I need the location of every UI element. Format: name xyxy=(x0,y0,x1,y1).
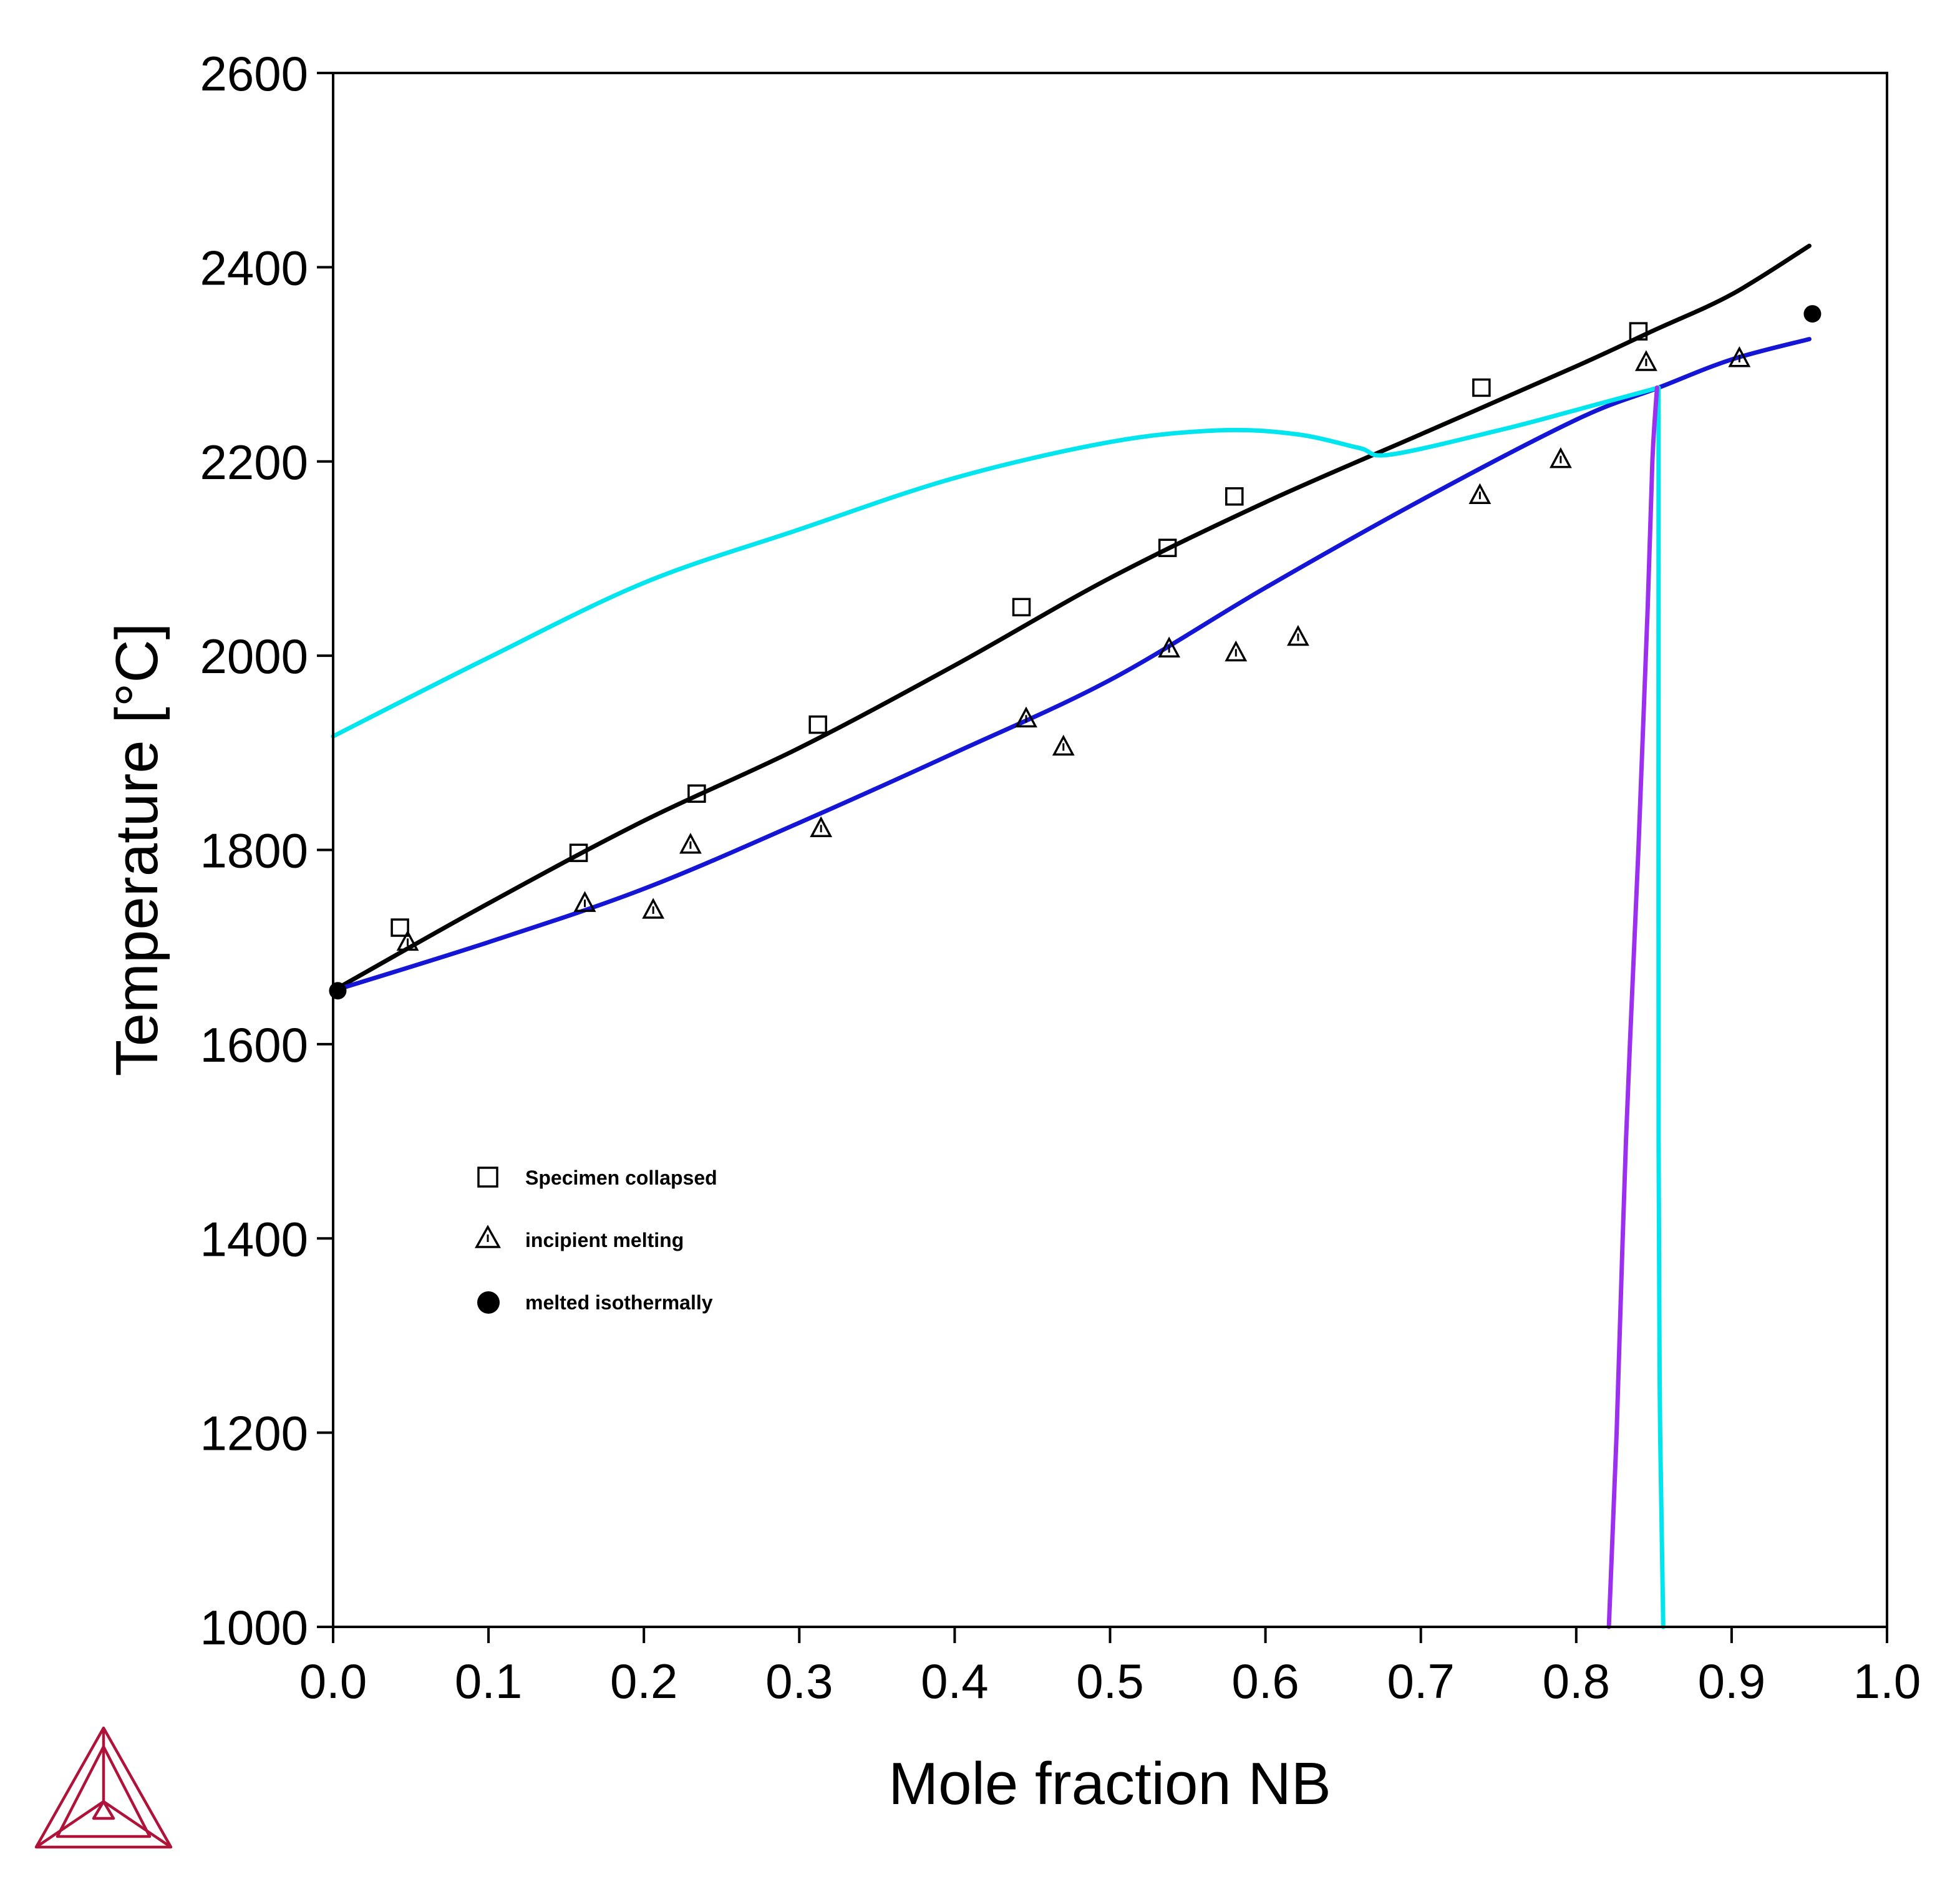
axis-ticks xyxy=(317,72,1888,1643)
curve-blue-curve xyxy=(331,337,1812,993)
y-tick-label: 1800 xyxy=(200,823,308,878)
triangle-marker xyxy=(1549,447,1572,468)
curve-cyan-curve xyxy=(1656,385,1666,1629)
thermo-calc-logo xyxy=(34,1726,173,1849)
y-tick-label: 1600 xyxy=(200,1017,308,1072)
triangle-marker xyxy=(1468,483,1492,504)
square-marker xyxy=(687,784,706,803)
x-tick-label: 1.0 xyxy=(1853,1654,1921,1709)
curve-black-curve xyxy=(331,243,1812,993)
x-tick-label: 0.7 xyxy=(1387,1654,1454,1709)
chart-markers xyxy=(329,305,1822,1000)
x-tick-label: 0.4 xyxy=(921,1654,988,1709)
y-tick-label: 1400 xyxy=(200,1211,308,1266)
triangle-marker xyxy=(1052,734,1075,756)
square-marker xyxy=(1012,598,1031,617)
y-tick-label: 2600 xyxy=(200,46,308,101)
triangle-marker xyxy=(1158,636,1181,657)
triangle-marker xyxy=(573,891,596,912)
x-tick-labels: 0.0 0.1 0.2 0.3 0.4 0.5 0.6 0.7 0.8 0.9 1.0 xyxy=(299,1654,1921,1709)
x-tick-label: 0.5 xyxy=(1076,1654,1143,1709)
legend-label-specimen-collapsed: Specimen collapsed xyxy=(525,1167,717,1189)
legend-square-marker xyxy=(477,1167,498,1188)
legend-label-incipient-melting: incipient melting xyxy=(525,1229,684,1251)
triangle-marker xyxy=(679,833,702,854)
x-tick-label: 0.6 xyxy=(1231,1654,1299,1709)
circle-marker xyxy=(329,982,347,1000)
curve-cyan-curve xyxy=(331,385,1661,739)
triangle-marker xyxy=(642,898,665,919)
curve-purple-curve xyxy=(1606,385,1659,1629)
x-tick-label: 0.9 xyxy=(1698,1654,1765,1709)
legend-triangle-marker xyxy=(475,1225,501,1248)
legend-circle-marker xyxy=(477,1291,500,1314)
triangle-marker xyxy=(810,816,833,837)
x-tick-label: 0.2 xyxy=(610,1654,677,1709)
square-marker xyxy=(569,843,588,862)
legend-label-melted-isothermally: melted isothermally xyxy=(525,1291,713,1314)
y-tick-label: 1200 xyxy=(200,1406,308,1461)
y-tick-label: 2000 xyxy=(200,629,308,684)
x-tick-label: 0.3 xyxy=(765,1654,833,1709)
x-tick-label: 0.8 xyxy=(1543,1654,1610,1709)
plot-frame xyxy=(332,72,1888,1628)
y-tick-label: 1000 xyxy=(200,1600,308,1655)
triangle-marker xyxy=(396,929,419,951)
triangle-marker xyxy=(1728,346,1751,367)
triangle-marker xyxy=(1225,640,1248,662)
square-marker xyxy=(1629,322,1648,341)
legend: Specimen collapsed incipient melting mel… xyxy=(475,1167,717,1314)
x-tick-label: 0.0 xyxy=(299,1654,367,1709)
square-marker xyxy=(1225,487,1244,506)
triangle-marker xyxy=(1286,624,1309,646)
square-marker xyxy=(808,715,827,734)
y-tick-labels: 1000 1200 1400 1600 1800 2000 2200 2400 2600 xyxy=(200,46,308,1655)
triangle-marker xyxy=(1015,706,1037,728)
triangle-marker xyxy=(1634,350,1657,371)
y-tick-label: 2400 xyxy=(200,240,308,295)
circle-marker xyxy=(1803,305,1822,323)
square-marker xyxy=(1158,538,1177,558)
chart-curves xyxy=(331,243,1812,1629)
x-axis-label: Mole fraction NB xyxy=(888,1750,1331,1817)
square-marker xyxy=(1472,378,1491,397)
square-marker xyxy=(391,918,409,937)
y-axis-label: Temperature [°C] xyxy=(104,623,170,1077)
y-tick-label: 2200 xyxy=(200,435,308,490)
x-tick-label: 0.1 xyxy=(455,1654,522,1709)
